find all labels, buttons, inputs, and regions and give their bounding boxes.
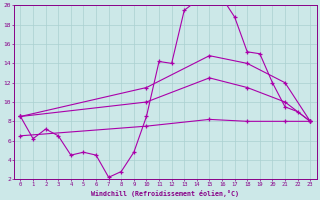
X-axis label: Windchill (Refroidissement éolien,°C): Windchill (Refroidissement éolien,°C) [91,190,239,197]
